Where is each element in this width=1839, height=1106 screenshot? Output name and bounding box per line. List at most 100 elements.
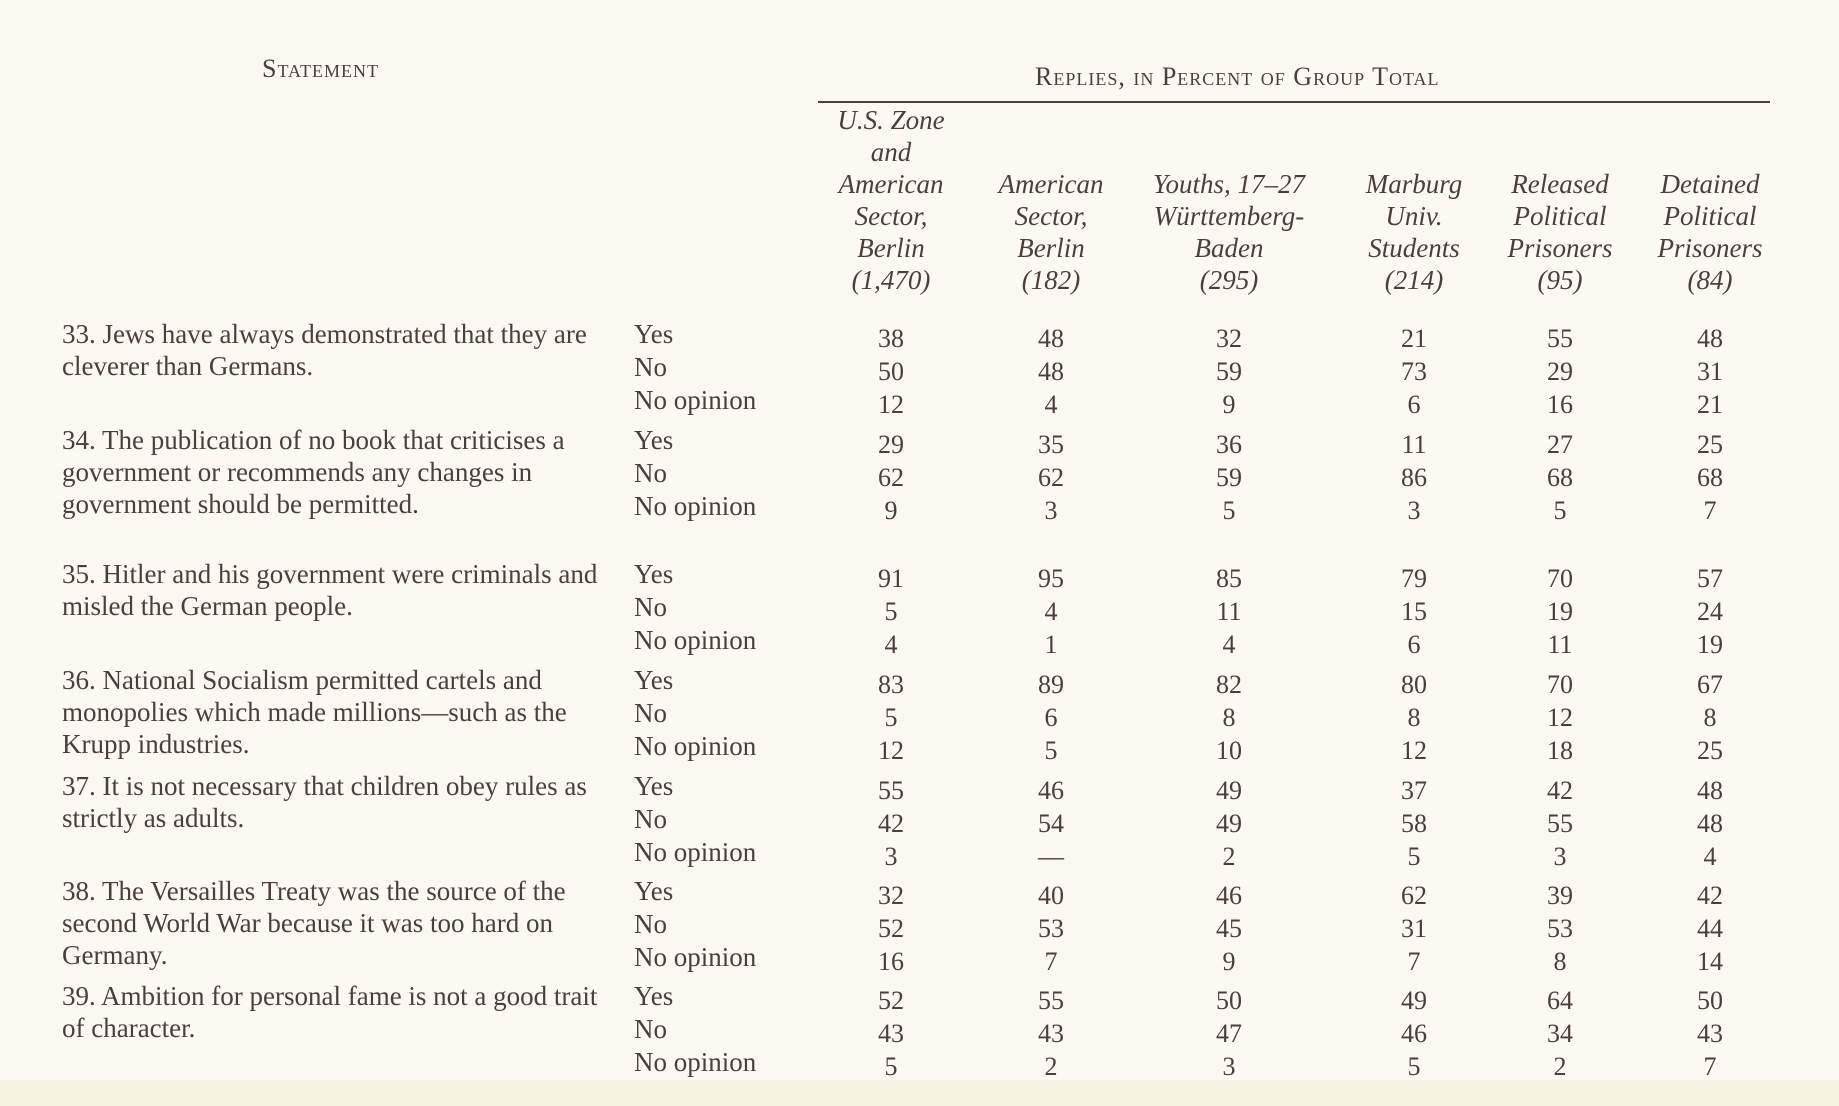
percent-value: 25 <box>1697 736 1723 765</box>
percent-value: 49 <box>1216 776 1242 805</box>
statement-text: 39. Ambition for personal fame is not a … <box>62 981 598 1043</box>
percent-value: 62 <box>1401 881 1427 910</box>
column-header: U.S. Zone and American Sector, Berlin (1,470) <box>806 100 976 296</box>
percent-value: 29 <box>878 430 904 459</box>
percent-value: 21 <box>1401 324 1427 353</box>
column-header-line: Sector, <box>854 201 928 231</box>
column-header-line: Political <box>1663 201 1757 231</box>
percent-value: 86 <box>1401 463 1427 492</box>
column-header-line: Württemberg- <box>1153 201 1305 231</box>
percent-value: 37 <box>1401 776 1427 805</box>
reply-label: Yes <box>634 981 674 1011</box>
column-header-line: Youths, 17–27 <box>1152 169 1306 199</box>
column-header: American Sector, Berlin (182) <box>966 100 1136 296</box>
percent-value: 40 <box>1038 881 1064 910</box>
percent-value: 49 <box>1216 809 1242 838</box>
percent-value: 59 <box>1216 463 1242 492</box>
column-header-line: Political <box>1513 201 1607 231</box>
statement-text: 36. National Socialism permitted cartels… <box>62 665 567 759</box>
percent-value: 47 <box>1216 1019 1242 1048</box>
percent-value: 91 <box>878 564 904 593</box>
reply-label: No <box>634 592 667 622</box>
percent-value: 8 <box>1222 703 1236 732</box>
percent-value: 7 <box>1703 496 1717 525</box>
percent-value: 42 <box>1697 881 1723 910</box>
percent-value: 48 <box>1697 809 1723 838</box>
percent-value: 43 <box>878 1019 904 1048</box>
percent-value: 73 <box>1401 357 1427 386</box>
column-header-line: American <box>838 169 944 199</box>
percent-value: 5 <box>1553 496 1567 525</box>
percent-value: 11 <box>1401 430 1427 459</box>
percent-value: 62 <box>878 463 904 492</box>
percent-value: 68 <box>1547 463 1573 492</box>
reply-label: No opinion <box>634 1047 757 1077</box>
percent-value: 6 <box>1407 390 1421 419</box>
percent-value: 24 <box>1697 597 1723 626</box>
percent-value: 57 <box>1697 564 1723 593</box>
percent-value: 31 <box>1401 914 1427 943</box>
column-header-line: Berlin <box>857 233 925 263</box>
statement-text: 34. The publication of no book that crit… <box>62 425 565 519</box>
percent-value: 49 <box>1401 986 1427 1015</box>
percent-value: 50 <box>1216 986 1242 1015</box>
reply-label: No <box>634 1014 667 1044</box>
reply-label: Yes <box>634 771 674 801</box>
percent-value: 9 <box>1222 947 1236 976</box>
percent-value: 10 <box>1216 736 1242 765</box>
percent-value: 53 <box>1038 914 1064 943</box>
percent-value: 55 <box>878 776 904 805</box>
reply-label: No <box>634 909 667 939</box>
percent-value: 45 <box>1216 914 1242 943</box>
statement-column-header: Statement <box>262 54 380 83</box>
percent-value: 5 <box>884 1052 898 1081</box>
percent-value: 6 <box>1407 630 1421 659</box>
percent-value: 82 <box>1216 670 1242 699</box>
percent-value: 11 <box>1216 597 1242 626</box>
percent-value: 5 <box>884 597 898 626</box>
percent-value: 79 <box>1401 564 1427 593</box>
percent-value: 68 <box>1697 463 1723 492</box>
percent-value: 7 <box>1044 947 1058 976</box>
column-sample-size: (295) <box>1199 265 1259 295</box>
percent-value: 95 <box>1038 564 1064 593</box>
column-header-line: Sector, <box>1014 201 1088 231</box>
percent-value: 16 <box>878 947 904 976</box>
percent-value: 2 <box>1044 1052 1058 1081</box>
statement-text: 37. It is not necessary that children ob… <box>62 771 587 833</box>
percent-value: 43 <box>1697 1019 1723 1048</box>
percent-value: 55 <box>1038 986 1064 1015</box>
percent-value: 12 <box>1401 736 1427 765</box>
percent-value: 2 <box>1553 1052 1567 1081</box>
percent-value: 5 <box>884 703 898 732</box>
percent-value: 80 <box>1401 670 1427 699</box>
percent-value: 29 <box>1547 357 1573 386</box>
column-sample-size: (1,470) <box>851 265 931 295</box>
percent-value: 3 <box>884 842 898 871</box>
percent-value: 52 <box>878 914 904 943</box>
column-header-line: Detained <box>1660 169 1760 199</box>
percent-value: 4 <box>1222 630 1236 659</box>
percent-value: 3 <box>1553 842 1567 871</box>
percent-value: 8 <box>1553 947 1567 976</box>
percent-value: 46 <box>1216 881 1242 910</box>
percent-value: — <box>1038 842 1064 871</box>
percent-value: 46 <box>1401 1019 1427 1048</box>
reply-label: Yes <box>634 665 674 695</box>
reply-label: No opinion <box>634 491 757 521</box>
percent-value: 62 <box>1038 463 1064 492</box>
column-sample-size: (214) <box>1384 265 1444 295</box>
reply-label: No <box>634 458 667 488</box>
column-header-line: Released <box>1511 169 1609 199</box>
percent-value: 70 <box>1547 564 1573 593</box>
percent-value: 3 <box>1222 1052 1236 1081</box>
percent-value: 8 <box>1407 703 1421 732</box>
percent-value: 34 <box>1547 1019 1573 1048</box>
reply-label: No opinion <box>634 942 757 972</box>
percent-value: 1 <box>1044 630 1058 659</box>
column-header-line: American <box>998 169 1104 199</box>
percent-value: 12 <box>878 736 904 765</box>
column-header: Youths, 17–27 Württemberg- Baden (295) <box>1144 100 1314 296</box>
column-header-line: Univ. <box>1385 201 1443 231</box>
percent-value: 89 <box>1038 670 1064 699</box>
